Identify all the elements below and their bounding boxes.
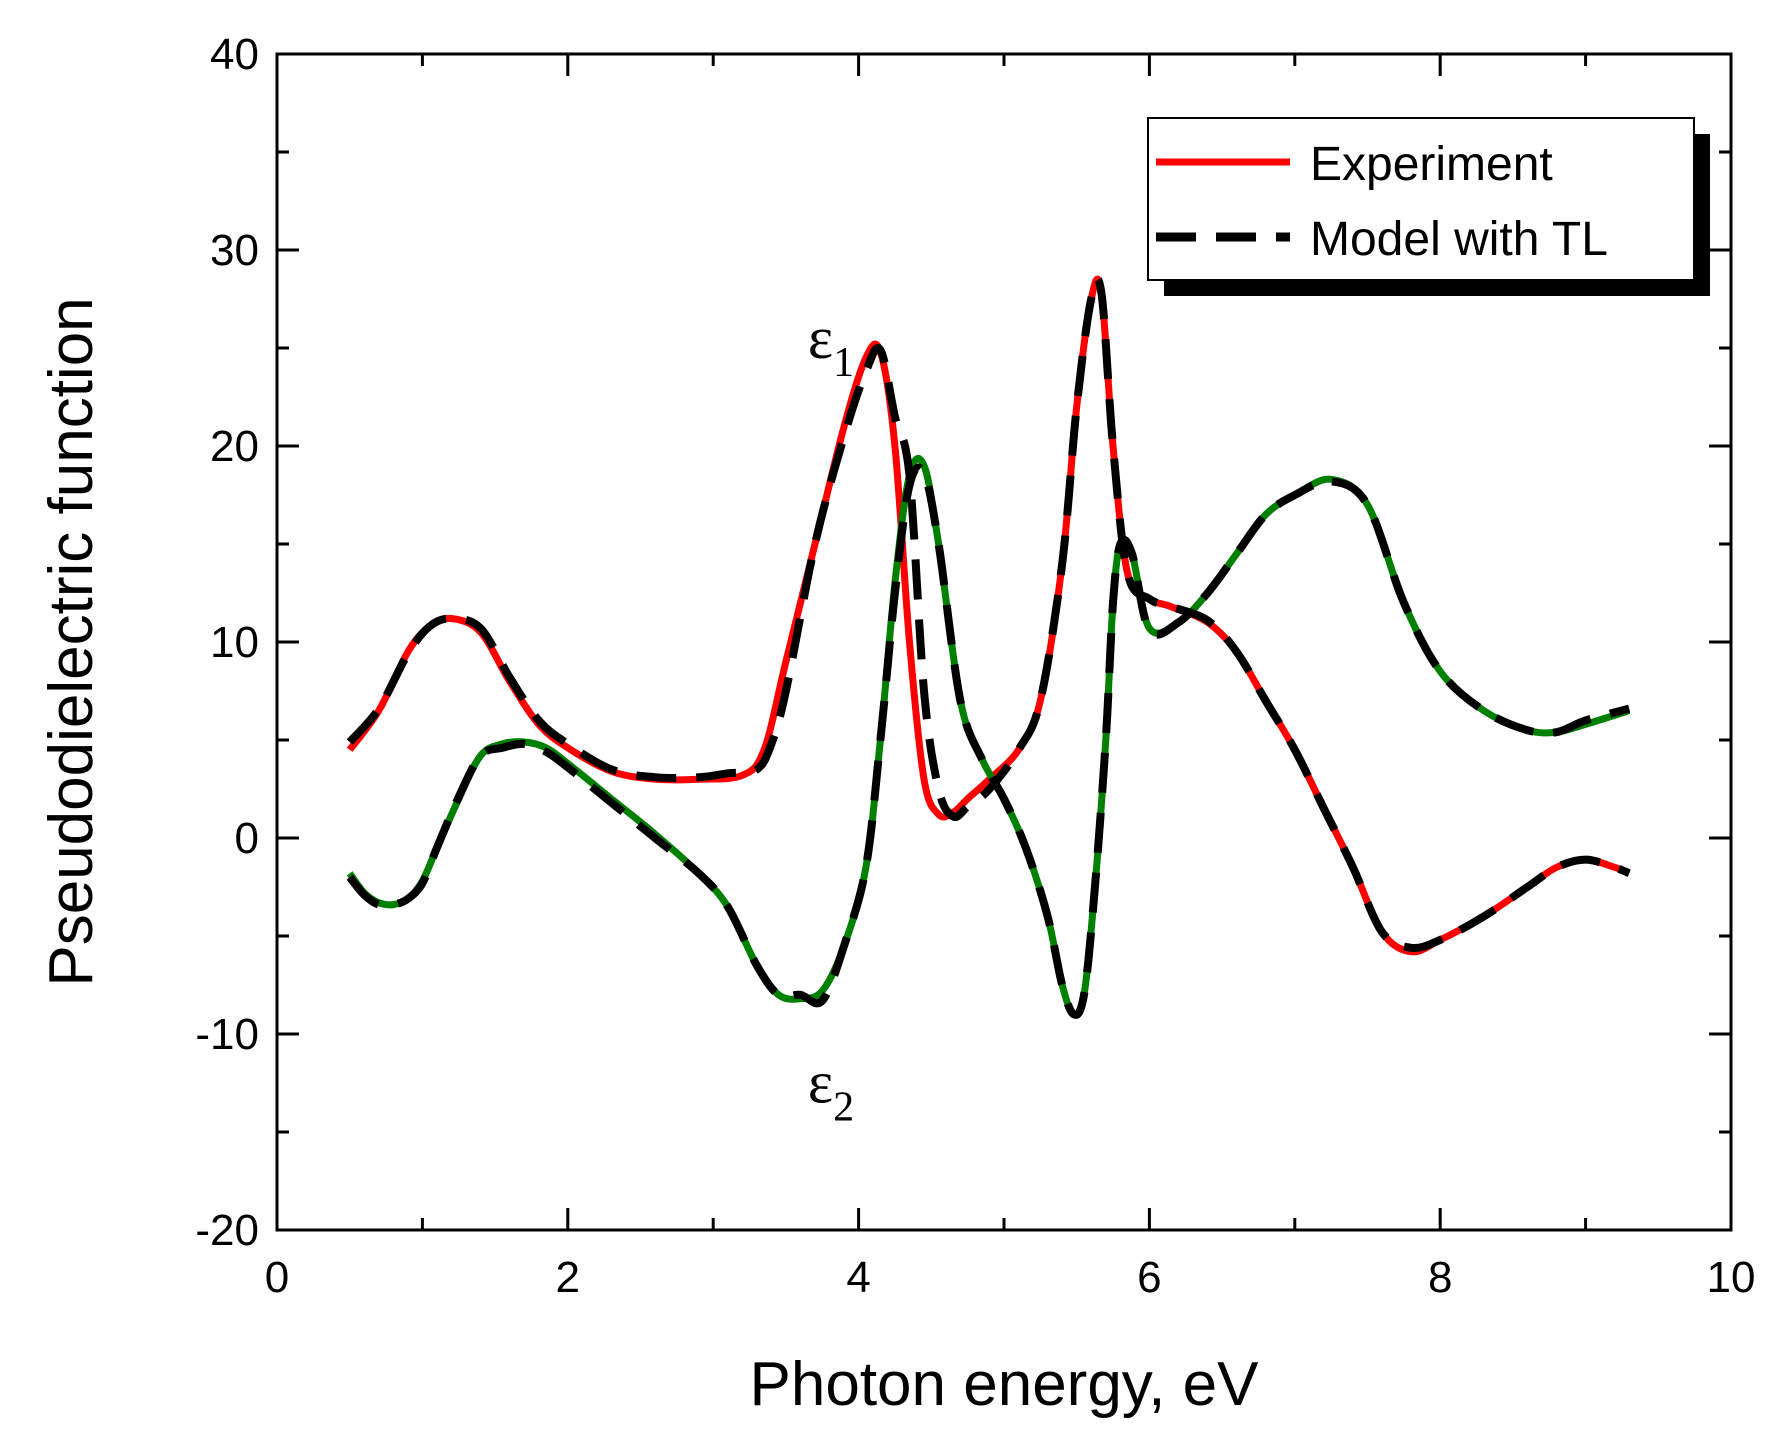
y-axis-title: Pseudodielectric function: [37, 297, 106, 986]
x-tick-label: 8: [1428, 1253, 1452, 1302]
y-tick-label: 30: [210, 226, 259, 275]
y-tick-label: 20: [210, 422, 259, 471]
series-line-0: [346, 275, 1631, 956]
x-axis-title: Photon energy, eV: [750, 1350, 1260, 1419]
curve-label-subscript: 1: [833, 340, 854, 386]
tick-labels: 0 2 4 6 8 10 -20 -10 0 10 20 30 40: [195, 30, 1755, 1302]
series-line-1: [346, 455, 1631, 1019]
x-tick-label: 4: [846, 1253, 870, 1302]
y-tick-label: 40: [210, 30, 259, 79]
y-tick-label: -20: [195, 1206, 259, 1255]
y-tick-label: -10: [195, 1010, 259, 1059]
legend-label-model: Model with TL: [1310, 213, 1608, 266]
curve-label-subscript: 2: [833, 1085, 854, 1131]
curve-label-eps2: ε2: [808, 1050, 854, 1131]
plot-series: [346, 275, 1631, 1019]
series-line-3: [346, 463, 1631, 1019]
x-tick-label: 10: [1707, 1253, 1756, 1302]
plot-frame: [275, 52, 1733, 1232]
series-line-2: [346, 275, 1631, 953]
x-tick-label: 0: [265, 1253, 289, 1302]
legend: Experiment Model with TL: [1147, 117, 1710, 296]
legend-label-experiment: Experiment: [1310, 138, 1553, 191]
legend-box: [1147, 117, 1695, 281]
y-tick-label: 0: [235, 814, 259, 863]
y-tick-label: 10: [210, 618, 259, 667]
x-tick-label: 6: [1137, 1253, 1161, 1302]
curve-label-eps1: ε1: [808, 305, 854, 386]
x-tick-label: 2: [556, 1253, 580, 1302]
